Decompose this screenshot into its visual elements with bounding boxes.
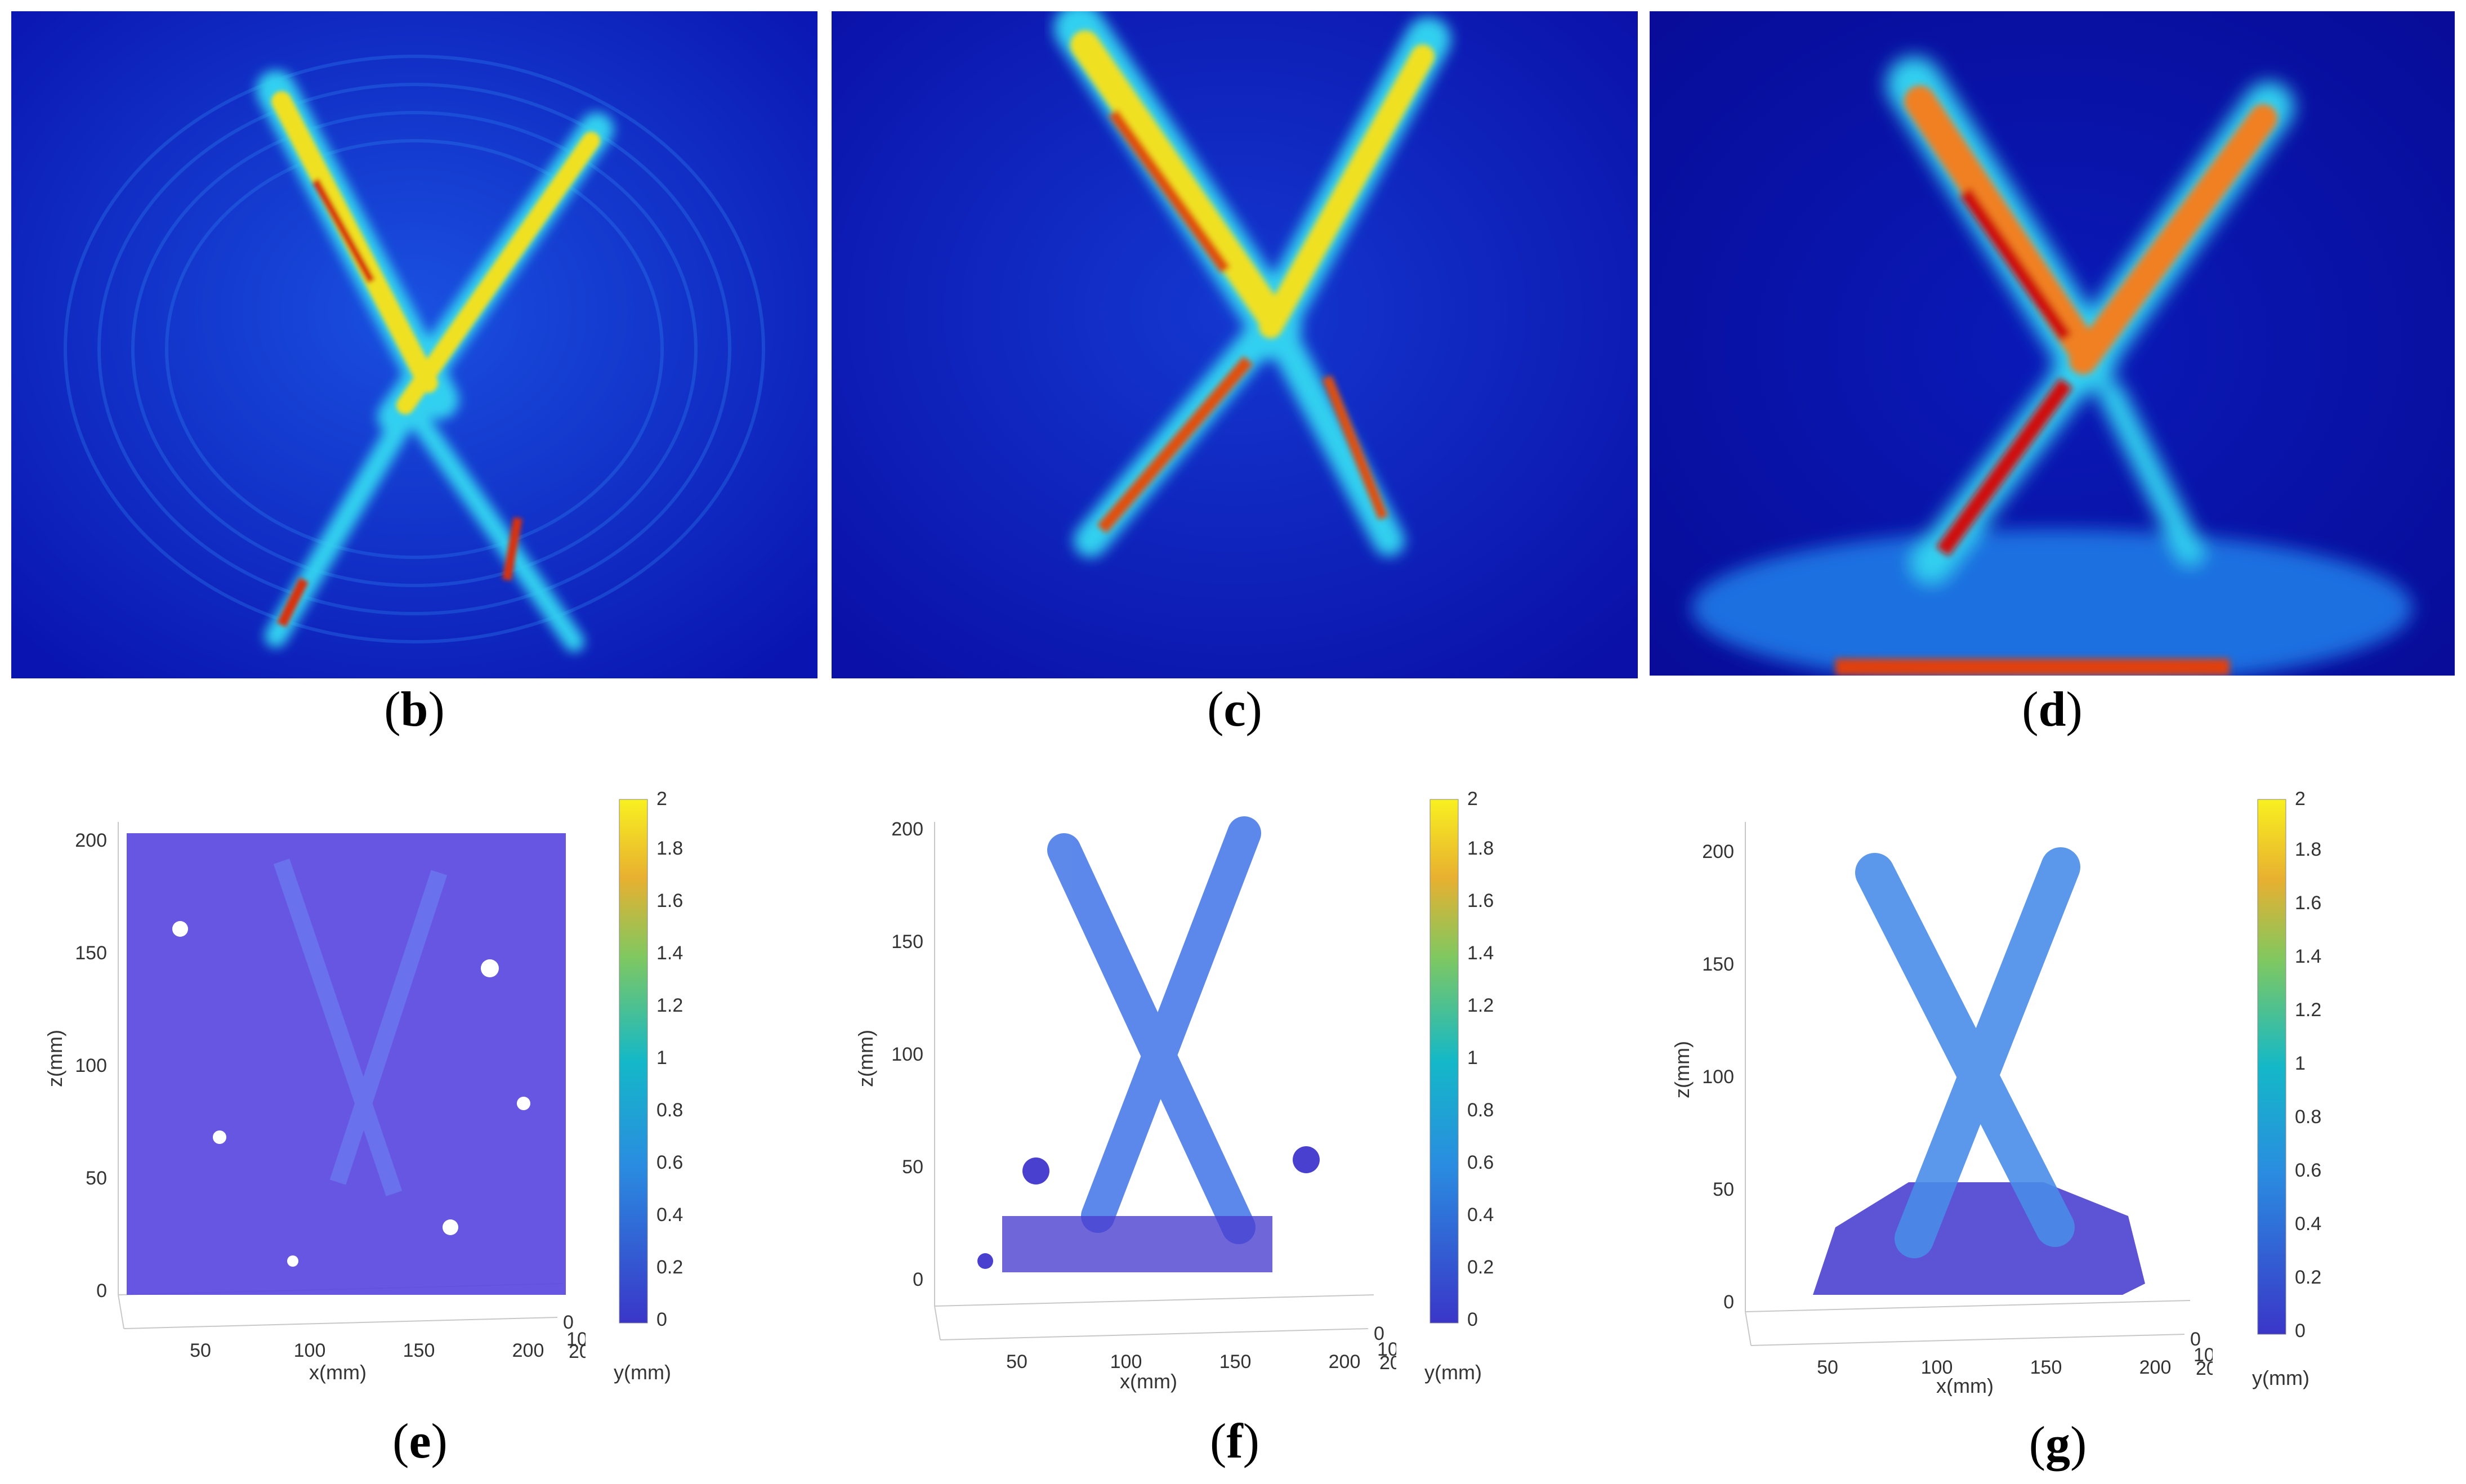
svg-text:x(mm): x(mm) [309, 1361, 367, 1384]
svg-text:200: 200 [2196, 1358, 2213, 1379]
svg-text:1.6: 1.6 [1467, 890, 1494, 911]
svg-text:2: 2 [1467, 788, 1478, 810]
svg-text:z(mm): z(mm) [43, 1030, 66, 1087]
svg-text:x(mm): x(mm) [1120, 1370, 1177, 1393]
svg-text:0.2: 0.2 [656, 1257, 683, 1278]
svg-text:0: 0 [563, 1312, 574, 1333]
svg-text:1: 1 [656, 1047, 667, 1069]
svg-text:0.8: 0.8 [2295, 1106, 2321, 1128]
svg-text:200: 200 [1379, 1352, 1396, 1374]
svg-text:0.4: 0.4 [2295, 1213, 2321, 1235]
caption-e: (e) [392, 1414, 448, 1469]
svg-text:0.6: 0.6 [1467, 1152, 1494, 1173]
svg-text:50: 50 [1817, 1357, 1838, 1378]
caption-f: (f) [1210, 1414, 1259, 1469]
svg-text:1.6: 1.6 [2295, 892, 2321, 914]
svg-text:50: 50 [86, 1168, 107, 1189]
svg-text:z(mm): z(mm) [854, 1030, 877, 1087]
svg-text:0: 0 [2190, 1329, 2201, 1350]
plot3d-panel-g: 0 50 100 150 200 50 100 150 200 0 100 20… [1650, 788, 2213, 1396]
heatmap-panel-b [11, 11, 817, 678]
svg-text:50: 50 [902, 1156, 923, 1178]
caption-g: (g) [2029, 1417, 2087, 1472]
svg-text:2: 2 [656, 788, 667, 810]
svg-text:0: 0 [1723, 1291, 1734, 1313]
svg-text:1.6: 1.6 [656, 890, 683, 911]
svg-text:1.2: 1.2 [656, 995, 683, 1016]
svg-text:200: 200 [2139, 1357, 2172, 1378]
svg-text:0.2: 0.2 [1467, 1257, 1494, 1278]
svg-text:0.2: 0.2 [2295, 1267, 2321, 1288]
svg-text:100: 100 [2194, 1344, 2213, 1366]
svg-text:1.8: 1.8 [2295, 839, 2321, 860]
svg-text:100: 100 [1110, 1351, 1142, 1373]
svg-text:1.8: 1.8 [1467, 838, 1494, 859]
plot3d-panel-f: 0 50 100 150 200 50 100 150 200 0 100 20… [833, 788, 1396, 1396]
svg-text:0.4: 0.4 [656, 1204, 683, 1226]
svg-text:200: 200 [1329, 1351, 1361, 1373]
svg-text:200: 200 [512, 1340, 544, 1361]
svg-text:0: 0 [96, 1280, 107, 1302]
svg-text:y(mm): y(mm) [614, 1361, 671, 1384]
svg-text:0: 0 [2295, 1320, 2306, 1342]
svg-text:0.4: 0.4 [1467, 1204, 1494, 1226]
svg-text:100: 100 [1702, 1066, 1734, 1088]
svg-text:1: 1 [2295, 1053, 2306, 1074]
svg-text:1: 1 [1467, 1047, 1478, 1069]
svg-text:0.8: 0.8 [1467, 1099, 1494, 1121]
svg-text:1.4: 1.4 [656, 942, 683, 964]
svg-text:200: 200 [1702, 841, 1734, 862]
svg-text:y(mm): y(mm) [2252, 1366, 2309, 1389]
svg-text:150: 150 [1219, 1351, 1252, 1373]
colorbar-panel-f: 0 0.2 0.4 0.6 0.8 1 1.2 1.4 1.6 1.8 2 y(… [1419, 788, 1520, 1396]
svg-text:50: 50 [190, 1340, 211, 1361]
svg-text:0.6: 0.6 [2295, 1160, 2321, 1181]
heatmap-panel-c [832, 11, 1638, 678]
colorbar-panel-e: 0 0.2 0.4 0.6 0.8 1 1.2 1.4 1.6 1.8 2 y(… [608, 788, 709, 1396]
svg-text:150: 150 [1702, 954, 1734, 975]
caption-b: (b) [384, 682, 445, 737]
svg-text:100: 100 [1377, 1339, 1396, 1360]
svg-text:1.8: 1.8 [656, 838, 683, 859]
svg-text:150: 150 [75, 942, 107, 964]
svg-text:z(mm): z(mm) [1670, 1041, 1694, 1098]
svg-text:0: 0 [913, 1269, 923, 1290]
svg-text:50: 50 [1713, 1179, 1734, 1200]
svg-text:0.8: 0.8 [656, 1099, 683, 1121]
svg-text:200: 200 [569, 1341, 586, 1362]
svg-text:2: 2 [2295, 788, 2306, 810]
svg-text:150: 150 [2030, 1357, 2062, 1378]
svg-text:50: 50 [1006, 1351, 1028, 1373]
svg-text:100: 100 [566, 1329, 586, 1350]
svg-text:100: 100 [1921, 1357, 1953, 1378]
svg-text:1.2: 1.2 [2295, 999, 2321, 1021]
svg-text:100: 100 [891, 1044, 923, 1065]
svg-text:0.6: 0.6 [656, 1152, 683, 1173]
caption-c: (c) [1207, 682, 1262, 737]
plot3d-panel-e: 0 50 100 150 200 50 100 150 200 0 100 20… [23, 788, 586, 1396]
svg-text:0: 0 [656, 1309, 667, 1330]
svg-text:200: 200 [891, 819, 923, 840]
svg-text:100: 100 [294, 1340, 326, 1361]
svg-text:150: 150 [891, 931, 923, 953]
svg-text:1.2: 1.2 [1467, 995, 1494, 1016]
caption-d: (d) [2022, 682, 2083, 737]
svg-text:0: 0 [1467, 1309, 1478, 1330]
svg-text:0: 0 [1374, 1323, 1384, 1344]
svg-text:1.4: 1.4 [2295, 946, 2321, 967]
svg-text:y(mm): y(mm) [1424, 1361, 1482, 1384]
colorbar-panel-g: 0 0.2 0.4 0.6 0.8 1 1.2 1.4 1.6 1.8 2 y(… [2246, 788, 2348, 1396]
svg-text:100: 100 [75, 1055, 107, 1076]
svg-text:x(mm): x(mm) [1936, 1374, 1994, 1396]
heatmap-panel-d [1650, 11, 2455, 676]
svg-text:1.4: 1.4 [1467, 942, 1494, 964]
svg-text:200: 200 [75, 830, 107, 851]
svg-text:150: 150 [403, 1340, 435, 1361]
